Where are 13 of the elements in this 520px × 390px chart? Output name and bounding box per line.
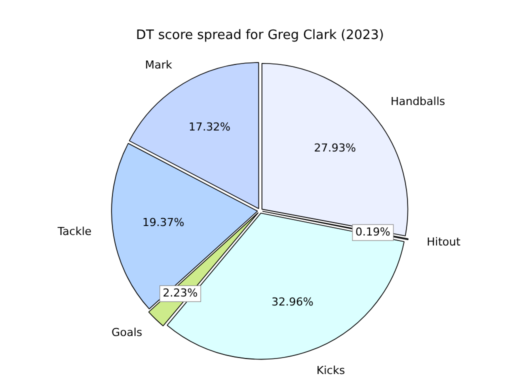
data-label: 2.23% — [162, 286, 198, 300]
data-label: 27.93% — [314, 141, 356, 154]
data-label: 32.96% — [271, 296, 314, 309]
slice-label: Kicks — [316, 364, 346, 377]
data-label: 19.37% — [142, 216, 184, 229]
slice-label: Tackle — [56, 224, 92, 238]
data-label: 0.19% — [355, 225, 390, 238]
data-label: 17.32% — [188, 120, 231, 134]
slice-label: Mark — [144, 58, 173, 72]
chart-title: DT score spread for Greg Clark (2023) — [136, 28, 384, 44]
slice-label: Hitout — [426, 236, 462, 249]
slice-label: Goals — [111, 326, 143, 340]
slice-label: Handballs — [390, 95, 446, 108]
